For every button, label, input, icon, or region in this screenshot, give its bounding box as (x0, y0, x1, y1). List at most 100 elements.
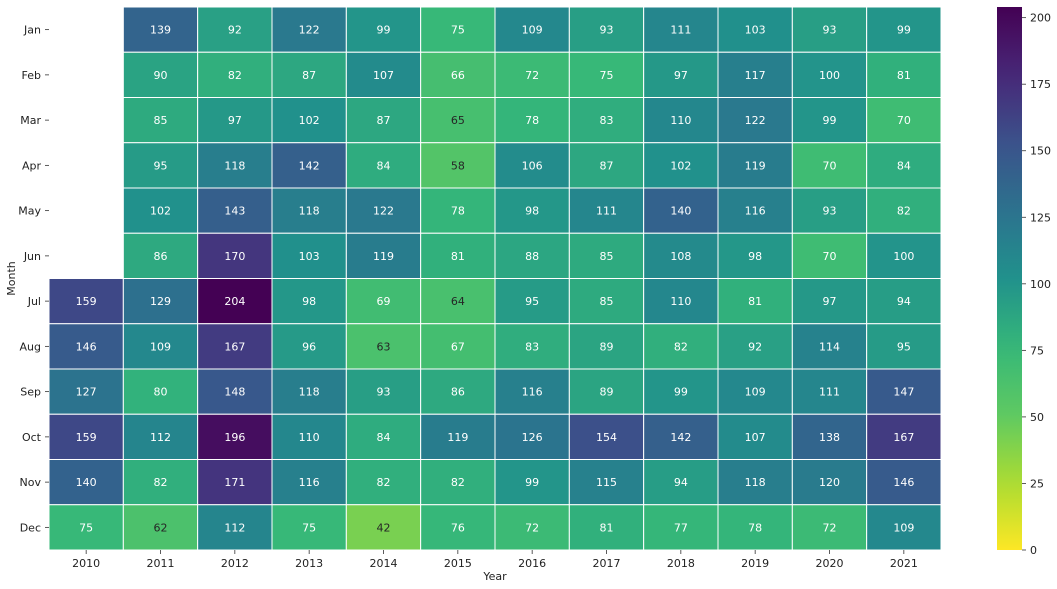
cell-value-label: 66 (451, 69, 465, 82)
y-tick-label: May (18, 205, 41, 218)
cell-value-label: 75 (451, 24, 465, 37)
cell-value-label: 78 (525, 114, 539, 127)
heatmap-cell (122, 51, 199, 98)
heatmap-cell (122, 413, 199, 460)
y-tick-labels: Jan Feb Mar Apr May Jun Jul Aug Sep Oct Nov Dec (18, 24, 49, 534)
x-tick-labels: 2010 2011 2012 2013 2014 2015 2016 2017 2018 2019… (72, 550, 918, 570)
heatmap-cell (717, 187, 793, 234)
cell-value-label: 93 (823, 24, 837, 37)
cell-value-label: 118 (299, 386, 320, 399)
cell-value-label: 109 (522, 24, 543, 37)
cell-value-label: 81 (600, 521, 614, 534)
cell-value-label: 84 (897, 159, 911, 172)
y-tick-label: Oct (22, 431, 42, 444)
heatmap-cell (122, 504, 199, 551)
cell-value-label: 118 (224, 159, 245, 172)
heatmap-cell (791, 187, 868, 234)
cell-value-label: 138 (819, 431, 840, 444)
heatmap-cell (866, 51, 942, 98)
cell-value-label: 70 (823, 250, 837, 263)
cell-value-label: 70 (897, 114, 911, 127)
cell-value-label: 110 (670, 114, 691, 127)
cell-value-label: 118 (745, 476, 766, 489)
heatmap-cell (717, 368, 793, 415)
cell-value-label: 103 (299, 250, 320, 263)
cell-value-label: 97 (823, 295, 837, 308)
heatmap-cell (494, 278, 570, 325)
cell-value-label: 97 (674, 69, 688, 82)
heatmap-cell (197, 6, 273, 53)
heatmap-cell (494, 6, 570, 53)
cell-value-label: 77 (674, 521, 688, 534)
cell-value-label: 116 (299, 476, 320, 489)
y-tick-label: Nov (20, 476, 42, 489)
cell-value-label: 167 (224, 340, 245, 353)
heatmap-cell (122, 187, 199, 234)
cell-value-label: 85 (600, 295, 614, 308)
heatmap-cell (345, 413, 422, 460)
cell-value-label: 102 (299, 114, 320, 127)
heatmap-cells (48, 6, 942, 551)
heatmap-cell (866, 142, 942, 189)
heatmap-cell (494, 368, 570, 415)
cell-value-label: 110 (670, 295, 691, 308)
cell-value-label: 119 (447, 431, 468, 444)
heatmap-cell (48, 278, 124, 325)
cell-value-label: 87 (377, 114, 391, 127)
cell-value-label: 146 (76, 340, 97, 353)
heatmap-cell (122, 6, 199, 53)
cell-value-label: 119 (745, 159, 766, 172)
cell-value-label: 103 (745, 24, 766, 37)
cell-value-label: 92 (748, 340, 762, 353)
heatmap-cell (271, 142, 347, 189)
cell-value-label: 102 (670, 159, 691, 172)
cell-value-label: 84 (377, 431, 391, 444)
heatmap-cell (717, 278, 793, 325)
cell-value-label: 75 (600, 69, 614, 82)
cell-value-label: 127 (76, 386, 97, 399)
cell-value-label: 114 (819, 340, 840, 353)
cell-value-label: 82 (154, 476, 168, 489)
heatmap-cell (568, 278, 645, 325)
cell-value-label: 122 (299, 24, 320, 37)
x-tick-label: 2013 (295, 557, 323, 570)
cell-value-label: 116 (745, 205, 766, 218)
heatmap-cell (345, 323, 422, 370)
cell-value-label: 112 (224, 521, 245, 534)
cell-value-label: 100 (819, 69, 840, 82)
cell-value-label: 81 (897, 69, 911, 82)
heatmap-cell (866, 504, 942, 551)
cell-value-label: 99 (674, 386, 688, 399)
x-tick-label: 2011 (147, 557, 175, 570)
colorbar-tick-label: 200 (1030, 12, 1051, 25)
cell-value-label: 92 (228, 24, 242, 37)
cell-value-label: 42 (377, 521, 391, 534)
heatmap-cell (494, 459, 570, 506)
heatmap-cell (866, 413, 942, 460)
colorbar-tick-label: 125 (1030, 211, 1051, 224)
heatmap-cell (494, 142, 570, 189)
heatmap-cell (866, 187, 942, 234)
heatmap-cell (345, 368, 422, 415)
heatmap-cell (791, 51, 868, 98)
heatmap-cell (717, 142, 793, 189)
x-tick-label: 2017 (593, 557, 621, 570)
cell-value-label: 93 (823, 205, 837, 218)
cell-value-label: 111 (596, 205, 617, 218)
heatmap-cell (48, 413, 124, 460)
cell-value-label: 159 (76, 295, 97, 308)
heatmap-cell (866, 97, 942, 144)
heatmap-cell (717, 323, 793, 370)
cell-value-label: 147 (893, 386, 914, 399)
cell-value-label: 72 (823, 521, 837, 534)
cell-value-label: 64 (451, 295, 465, 308)
cell-value-label: 140 (76, 476, 97, 489)
y-tick-label: Mar (20, 114, 41, 127)
heatmap-cell (568, 187, 645, 234)
heatmap-cell (791, 142, 868, 189)
cell-value-label: 67 (451, 340, 465, 353)
cell-value-label: 106 (522, 159, 543, 172)
cell-value-label: 99 (525, 476, 539, 489)
cell-value-label: 81 (748, 295, 762, 308)
cell-value-label: 148 (224, 386, 245, 399)
